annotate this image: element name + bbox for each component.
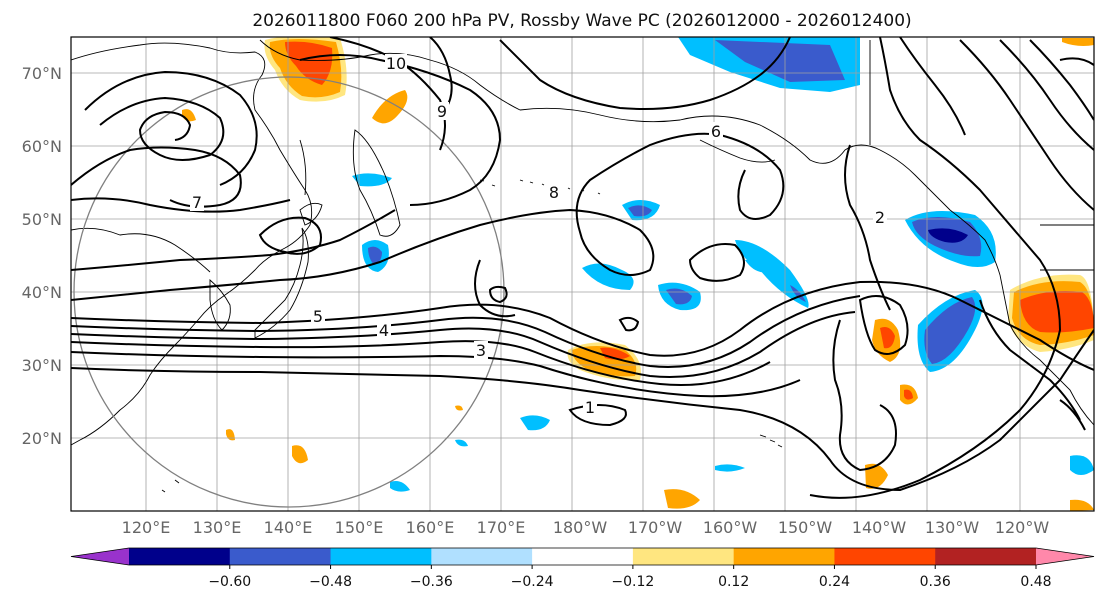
- lat-label: 50°N: [22, 210, 62, 229]
- lon-label: 170°W: [628, 518, 683, 537]
- colorbar-segment: [733, 548, 835, 565]
- lat-label: 60°N: [22, 137, 62, 156]
- lon-label: 170°E: [477, 518, 526, 537]
- lon-label: 140°W: [852, 518, 907, 537]
- colorbar-tick-label: 0.48: [1020, 574, 1051, 590]
- colorbar-tick-label: −0.12: [611, 574, 654, 590]
- contour-label-group: 10 9 8 7 6 5 4 3 2 1: [190, 54, 887, 417]
- map-title: 2026011800 F060 200 hPa PV, Rossby Wave …: [252, 11, 911, 31]
- colorbar-segment: [834, 548, 936, 565]
- contour-label: 2: [875, 208, 885, 227]
- graticule: [71, 37, 1094, 511]
- contour-label: 6: [711, 122, 721, 141]
- colorbar-segment: [129, 548, 231, 565]
- reference-circle: [73, 76, 505, 508]
- contour-label: 10: [386, 54, 406, 73]
- colorbar-tick-label: −0.36: [410, 574, 453, 590]
- colorbar-tick-label: 0.24: [819, 574, 850, 590]
- lon-label: 120°W: [995, 518, 1050, 537]
- colorbar-outline: [70, 547, 1095, 566]
- colorbar-tick-label: −0.24: [511, 574, 554, 590]
- map-border: [70, 36, 1095, 512]
- colorbar-segment: [229, 548, 332, 565]
- lon-label: 180°W: [553, 518, 608, 537]
- lon-label: 130°W: [925, 518, 980, 537]
- lon-label: 160°E: [406, 518, 455, 537]
- lon-label: 150°E: [335, 518, 384, 537]
- colorbar-segment: [632, 548, 735, 565]
- lon-label: 150°W: [778, 518, 833, 537]
- lon-label: 130°E: [193, 518, 242, 537]
- pv-contours: [71, 37, 1094, 499]
- contour-label: 3: [476, 341, 486, 360]
- colorbar-tick-label: −0.48: [309, 574, 352, 590]
- colorbar-tick-label: 0.36: [920, 574, 951, 590]
- contour-label: 1: [585, 398, 595, 417]
- colorbar-tick-label: −0.60: [208, 574, 251, 590]
- pv-shading: [182, 37, 1094, 511]
- lat-label: 40°N: [22, 283, 62, 302]
- contour-label: 4: [379, 321, 389, 340]
- colorbar-tick-label: 0.12: [718, 574, 749, 590]
- lon-label: 120°E: [122, 518, 171, 537]
- colorbar-extend-max: [1036, 548, 1094, 565]
- contour-label: 8: [549, 183, 559, 202]
- colorbar-segment: [532, 548, 634, 565]
- colorbar-segment: [431, 548, 533, 565]
- colorbar-segment: [935, 548, 1037, 565]
- lat-label: 20°N: [22, 429, 62, 448]
- latitude-labels: 70°N 60°N 50°N 40°N 30°N 20°N: [22, 64, 62, 448]
- lon-label: 160°W: [703, 518, 758, 537]
- contour-label: 5: [313, 307, 323, 326]
- lat-label: 70°N: [22, 64, 62, 83]
- longitude-labels: 120°E 130°E 140°E 150°E 160°E 170°E 180°…: [122, 518, 1050, 537]
- contour-label: 7: [192, 193, 202, 212]
- lon-label: 140°E: [264, 518, 313, 537]
- colorbar-extend-min: [71, 548, 129, 565]
- map-panel: 10 9 8 7 6 5 4 3 2 1: [70, 36, 1095, 512]
- colorbar-segment: [330, 548, 432, 565]
- contour-label: 9: [437, 102, 447, 121]
- colorbar: −0.60 −0.48 −0.36 −0.24 −0.12 0.12 0.24 0.36 0.4…: [70, 547, 1095, 590]
- lat-label: 30°N: [22, 356, 62, 375]
